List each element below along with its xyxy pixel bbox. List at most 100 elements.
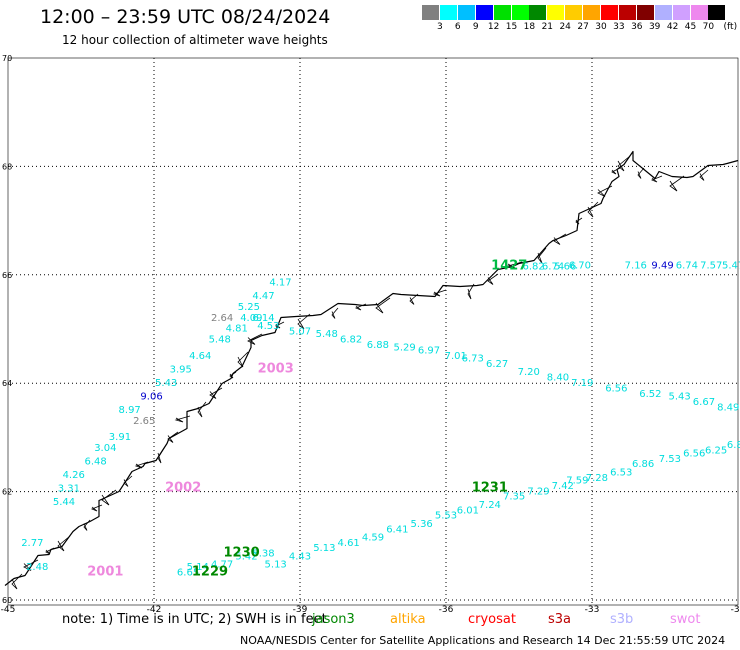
scale-label: 27: [577, 22, 589, 32]
wave-height-value: 6.74: [676, 260, 698, 271]
scale-swatch: [672, 5, 690, 20]
scale-swatch: [439, 5, 457, 20]
satellite-altika: altika: [390, 612, 426, 627]
fjord-line: [57, 535, 71, 552]
wave-height-value: 5.13: [313, 543, 335, 554]
fjord-line: [209, 387, 223, 399]
wave-height-value: 3.31: [58, 484, 80, 495]
track-descending-2003: 4.17 4.475.25 2.64 4.096.14 4.81 4.53 5.07 5.48…: [119, 278, 740, 416]
wave-height-value: 5.38: [252, 549, 274, 560]
pass-time-label: 2003: [258, 361, 294, 376]
scale-swatch: [708, 5, 726, 20]
greenland-coastline: [4, 150, 739, 590]
scale-label: 24: [559, 22, 571, 32]
lon-tick-label: -39: [293, 605, 308, 615]
fjord-line: [247, 333, 263, 345]
axis-tick-labels: 70 68 66 64 62 60-45 -42 -39 -36 -33 -30: [1, 54, 740, 615]
lat-tick-label: 68: [2, 162, 12, 171]
fjord-line: [157, 447, 165, 464]
wave-height-value: 5.42: [235, 551, 257, 562]
fjord-line: [506, 261, 523, 269]
fjord-line: [83, 519, 91, 531]
pass-time-label: 1231: [472, 481, 508, 496]
wave-height-value: 4.43: [289, 551, 311, 562]
scale-label: 70: [702, 22, 715, 32]
pass-time-label: 1427: [491, 258, 527, 273]
fjord-line: [611, 167, 621, 175]
fjord-line: [174, 415, 191, 423]
wave-height-value: 6.73: [462, 354, 484, 365]
track-north: 6.826.745.666.707.169.496.747.575.476.76…: [491, 258, 740, 273]
wave-height-value: 4.47: [252, 291, 274, 302]
wave-height-value: 6.82: [340, 335, 362, 346]
lat-tick-label: 70: [2, 54, 12, 63]
wave-height-value: 5.44: [53, 497, 75, 508]
scale-label: 12: [487, 22, 500, 32]
scale-label: 3: [437, 22, 443, 32]
scale-swatch: [565, 5, 583, 20]
scale-swatch: [475, 5, 493, 20]
wave-height-value: 4.26: [63, 470, 85, 481]
scale-unit: (ft): [723, 22, 738, 32]
map-title: 12:00 – 23:59 UTC 08/24/2024: [40, 6, 331, 28]
fjord-line: [123, 475, 133, 487]
fjord-line: [537, 247, 547, 264]
wave-height-value: 5.13: [265, 559, 287, 570]
wave-height-value: 6.41: [386, 524, 408, 535]
fjord-line: [617, 155, 631, 172]
wave-height-value: 8.40: [547, 372, 569, 383]
scale-label: 30: [595, 22, 607, 32]
wave-height-value: 4.81: [226, 324, 248, 335]
wave-height-value: 6.56: [605, 383, 627, 394]
scale-label: 45: [684, 22, 697, 32]
map-frame: [7, 57, 739, 606]
fjord-line: [432, 289, 447, 297]
lat-tick-label: 60: [2, 596, 12, 605]
fjord-line: [297, 313, 311, 330]
fjord-line: [90, 504, 103, 512]
wave-height-value: 7.53: [659, 454, 681, 465]
wave-height-value: 7.28: [586, 473, 608, 484]
fjord-line: [229, 371, 237, 379]
wave-height-value: 6.53: [610, 467, 632, 478]
scale-swatch: [636, 5, 654, 20]
wave-height-value: 7.19: [571, 378, 593, 389]
wave-height-value: 2.64: [211, 313, 233, 324]
track-ascending-1231: 5.134.435.13 4.61 4.596.41 5.365.53 6.01 7.24…: [265, 440, 740, 570]
wave-height-value: 6.74: [542, 261, 564, 272]
scale-label: 42: [666, 22, 679, 32]
wave-height-value: 6.88: [367, 340, 389, 351]
note-text: note: 1) Time is in UTC; 2) SWH is in fe…: [62, 612, 327, 627]
scale-swatch: [493, 5, 511, 20]
wave-height-value: 9.49: [651, 260, 673, 271]
satellite-cryosat: cryosat: [468, 612, 516, 627]
wave-height-value: 7.20: [518, 367, 540, 378]
lon-tick-label: -30: [731, 605, 740, 615]
fjord-line: [650, 175, 663, 183]
wave-height-value: 6.25: [705, 446, 727, 457]
satellite-s3b: s3b: [610, 612, 634, 627]
wave-height-value: 4.59: [362, 532, 384, 543]
wave-height-value: 5.29: [394, 343, 416, 354]
fjord-line: [23, 559, 39, 571]
wave-height-value: 3.95: [170, 364, 192, 375]
lat-tick-label: 62: [2, 488, 12, 497]
lat-tick-label: 66: [2, 271, 12, 280]
wave-height-value: 9.06: [140, 391, 162, 402]
lon-tick-label: -33: [585, 605, 600, 615]
wave-height-value: 7.57: [700, 260, 722, 271]
wave-height-value: 2.65: [133, 416, 155, 427]
wave-height-value: 5.47: [722, 260, 740, 271]
scale-label: 15: [505, 22, 518, 32]
wave-height-value: 5.14: [187, 562, 209, 573]
scale-label: 21: [541, 22, 554, 32]
fjord-line: [197, 401, 207, 418]
wave-height-value: 4.64: [189, 351, 211, 362]
wave-height-value: 7.01: [445, 351, 467, 362]
fjord-line: [669, 175, 685, 192]
scale-swatch: [511, 5, 529, 20]
wave-height-value: 6.48: [84, 457, 106, 468]
fjord-line: [134, 461, 149, 469]
scale-swatch: [529, 5, 547, 20]
